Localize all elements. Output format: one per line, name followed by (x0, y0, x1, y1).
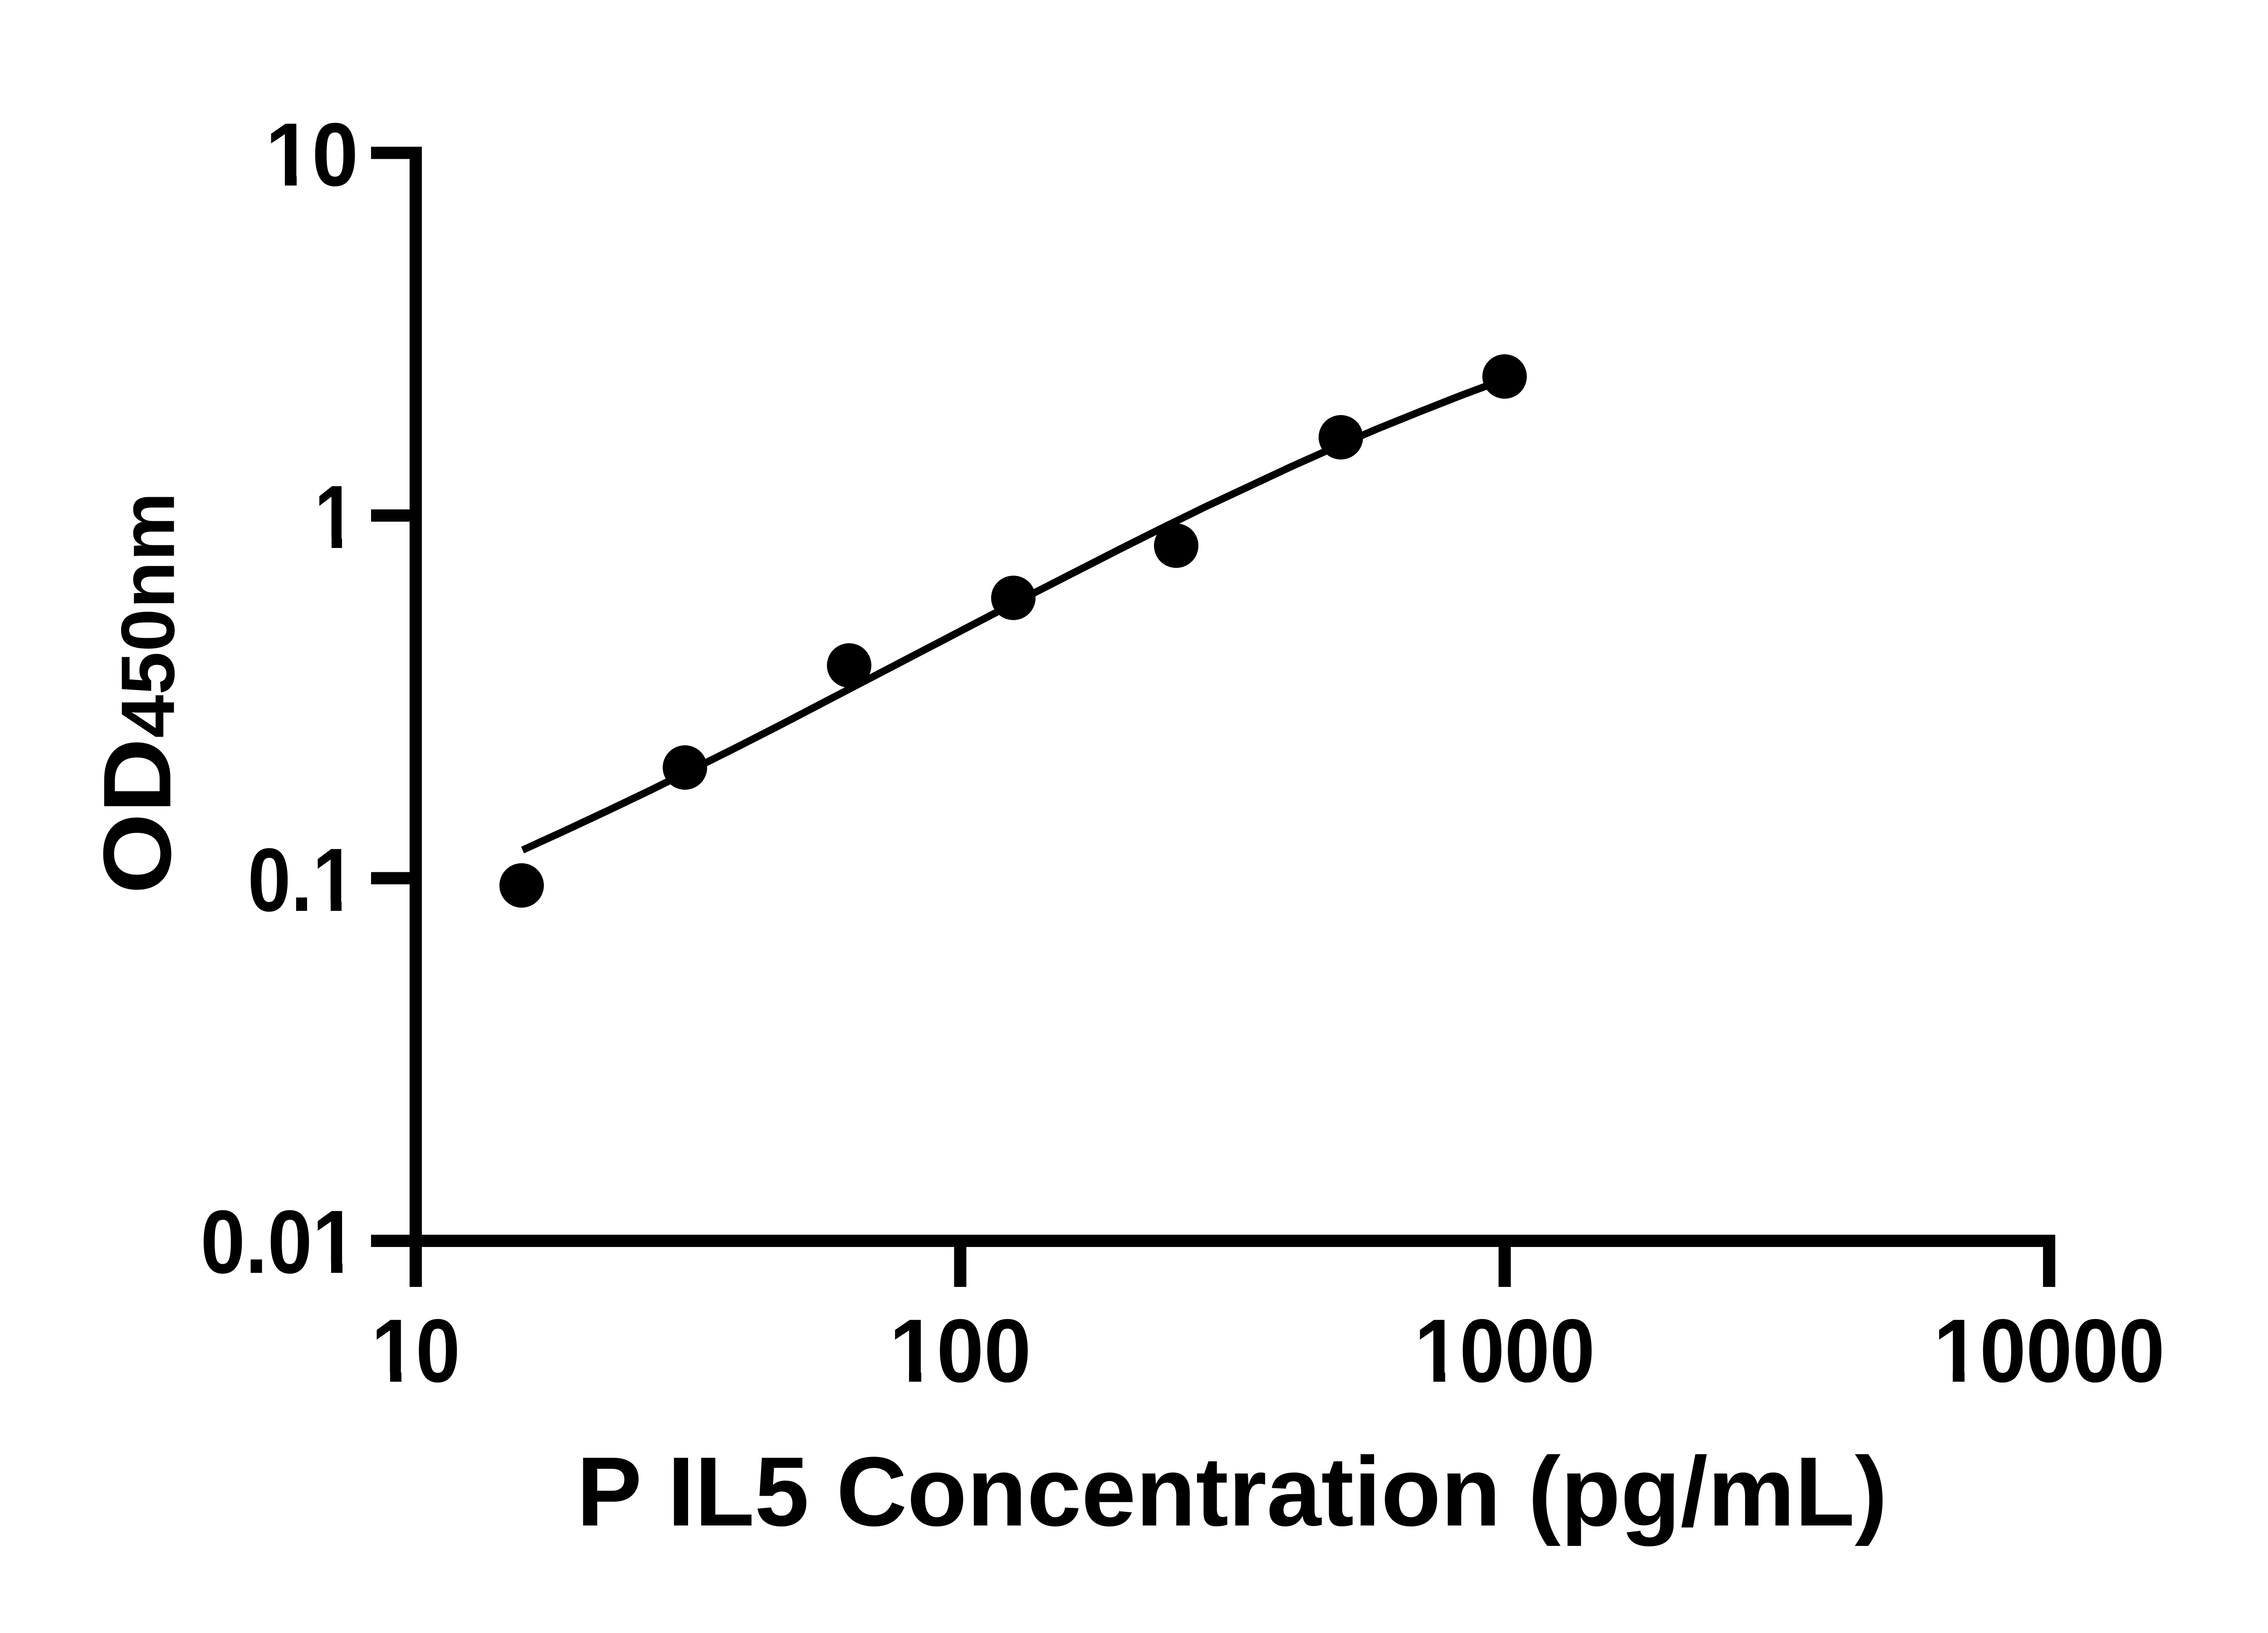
svg-text:0.01: 0.01 (200, 1192, 357, 1292)
svg-text:10: 10 (265, 104, 358, 205)
svg-text:1: 1 (314, 467, 355, 567)
svg-text:10000: 10000 (1934, 1301, 2165, 1401)
svg-text:P IL5 Concentration (pg/mL): P IL5 Concentration (pg/mL) (577, 1437, 1887, 1546)
svg-text:100: 100 (889, 1301, 1031, 1401)
svg-text:450nm: 450nm (106, 492, 191, 738)
svg-text:10: 10 (371, 1301, 460, 1401)
svg-text:1000: 1000 (1414, 1301, 1595, 1401)
svg-text:OD: OD (83, 738, 191, 894)
svg-text:0.1: 0.1 (248, 830, 356, 930)
